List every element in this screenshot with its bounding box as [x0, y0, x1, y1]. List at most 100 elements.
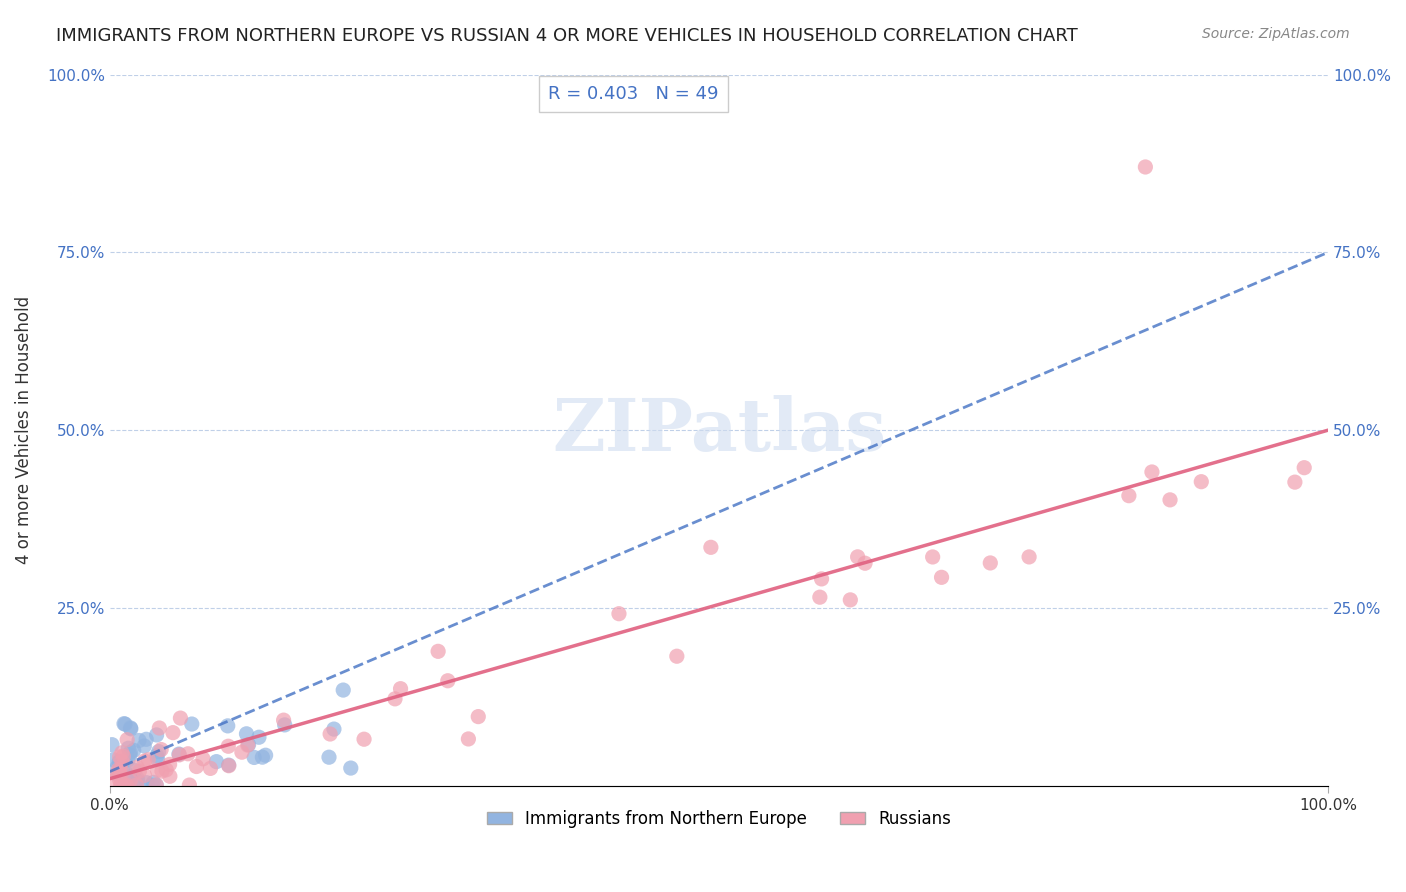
Immigrants from Northern Europe [217, 719, 239, 733]
Russians [148, 721, 170, 735]
Immigrants from Northern Europe [117, 753, 139, 767]
Text: Source: ZipAtlas.com: Source: ZipAtlas.com [1202, 27, 1350, 41]
Russians [1189, 475, 1212, 489]
Immigrants from Northern Europe [243, 750, 266, 764]
Immigrants from Northern Europe [118, 769, 141, 783]
Immigrants from Northern Europe [124, 764, 146, 778]
Russians [125, 760, 148, 774]
Immigrants from Northern Europe [120, 722, 142, 736]
Russians [134, 768, 156, 782]
Russians [186, 759, 208, 773]
Russians [808, 590, 831, 604]
Y-axis label: 4 or more Vehicles in Household: 4 or more Vehicles in Household [15, 296, 32, 565]
Immigrants from Northern Europe [105, 760, 128, 774]
Russians [169, 747, 191, 762]
Russians [155, 763, 177, 777]
Immigrants from Northern Europe [254, 748, 277, 763]
Immigrants from Northern Europe [273, 718, 295, 732]
Russians [427, 644, 450, 658]
Immigrants from Northern Europe [323, 722, 346, 736]
Russians [218, 758, 240, 772]
Immigrants from Northern Europe [247, 731, 270, 745]
Immigrants from Northern Europe [142, 775, 165, 789]
Russians [1118, 489, 1140, 503]
Russians [128, 764, 150, 779]
Russians [389, 681, 412, 696]
Russians [979, 556, 1001, 570]
Russians [108, 750, 131, 764]
Russians [179, 778, 201, 792]
Text: ZIPatlas: ZIPatlas [553, 394, 886, 466]
Russians [1135, 160, 1157, 174]
Russians [115, 778, 138, 792]
Russians [112, 749, 135, 764]
Immigrants from Northern Europe [339, 761, 361, 775]
Immigrants from Northern Europe [167, 747, 190, 761]
Immigrants from Northern Europe [103, 753, 125, 767]
Immigrants from Northern Europe [218, 758, 240, 772]
Immigrants from Northern Europe [105, 767, 128, 781]
Russians [467, 709, 489, 723]
Immigrants from Northern Europe [115, 766, 138, 780]
Russians [159, 757, 181, 772]
Immigrants from Northern Europe [118, 747, 141, 762]
Russians [150, 764, 173, 778]
Immigrants from Northern Europe [108, 767, 131, 781]
Immigrants from Northern Europe [238, 738, 260, 752]
Russians [111, 778, 134, 792]
Immigrants from Northern Europe [112, 716, 135, 731]
Immigrants from Northern Europe [127, 774, 149, 789]
Russians [111, 746, 134, 760]
Russians [107, 763, 129, 777]
Immigrants from Northern Europe [318, 750, 340, 764]
Russians [931, 570, 953, 584]
Russians [146, 764, 169, 778]
Russians [200, 761, 222, 775]
Immigrants from Northern Europe [145, 728, 167, 742]
Russians [921, 549, 943, 564]
Russians [134, 754, 156, 768]
Russians [108, 772, 131, 787]
Legend: Immigrants from Northern Europe, Russians: Immigrants from Northern Europe, Russian… [479, 803, 957, 834]
Russians [111, 754, 134, 768]
Russians [108, 764, 131, 778]
Text: IMMIGRANTS FROM NORTHERN EUROPE VS RUSSIAN 4 OR MORE VEHICLES IN HOUSEHOLD CORRE: IMMIGRANTS FROM NORTHERN EUROPE VS RUSSI… [56, 27, 1078, 45]
Immigrants from Northern Europe [135, 732, 157, 747]
Russians [145, 778, 167, 792]
Immigrants from Northern Europe [146, 748, 169, 763]
Russians [273, 713, 295, 727]
Immigrants from Northern Europe [252, 750, 274, 764]
Russians [110, 778, 132, 792]
Immigrants from Northern Europe [117, 741, 139, 756]
Russians [700, 541, 723, 555]
Russians [111, 764, 134, 779]
Russians [159, 769, 181, 783]
Russians [191, 752, 214, 766]
Immigrants from Northern Europe [111, 778, 134, 792]
Russians [100, 774, 122, 789]
Russians [436, 673, 458, 688]
Russians [810, 572, 832, 586]
Russians [353, 732, 375, 747]
Immigrants from Northern Europe [141, 778, 163, 792]
Immigrants from Northern Europe [134, 739, 156, 753]
Russians [1284, 475, 1306, 490]
Immigrants from Northern Europe [114, 717, 136, 731]
Immigrants from Northern Europe [120, 746, 142, 760]
Russians [665, 649, 688, 664]
Russians [162, 725, 184, 739]
Immigrants from Northern Europe [111, 756, 134, 771]
Immigrants from Northern Europe [135, 775, 157, 789]
Russians [1018, 549, 1040, 564]
Text: R = 0.403   N = 49: R = 0.403 N = 49 [548, 86, 718, 103]
Russians [384, 691, 406, 706]
Russians [177, 747, 200, 761]
Russians [607, 607, 630, 621]
Immigrants from Northern Europe [332, 683, 354, 698]
Immigrants from Northern Europe [127, 772, 149, 786]
Russians [236, 738, 259, 752]
Immigrants from Northern Europe [120, 721, 142, 735]
Russians [1140, 465, 1163, 479]
Russians [217, 739, 239, 754]
Russians [1294, 460, 1316, 475]
